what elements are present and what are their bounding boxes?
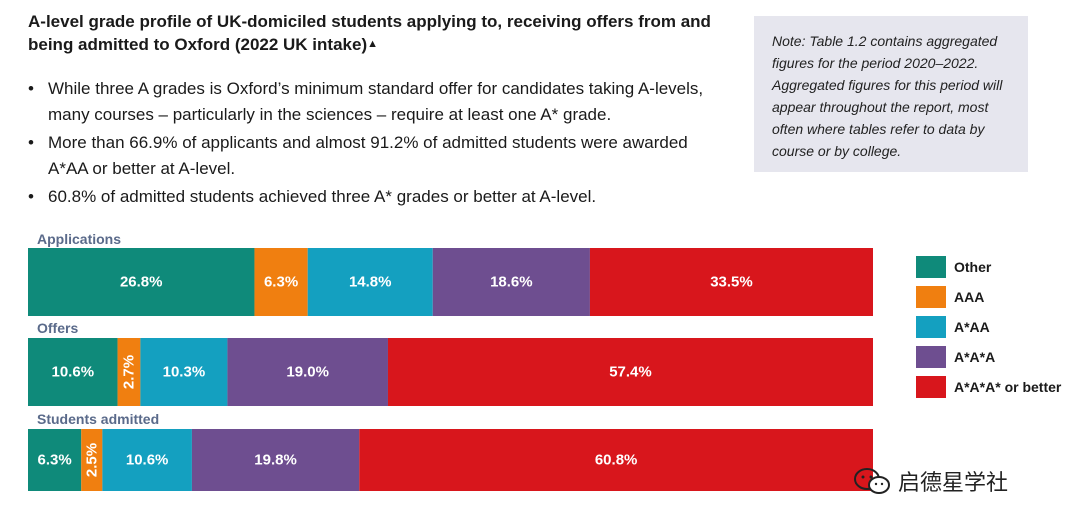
- triangle-marker-icon: ▲: [367, 38, 378, 50]
- data-label: 10.6%: [52, 364, 95, 381]
- bar-segment: [191, 429, 360, 491]
- chart-title-text: A-level grade profile of UK-domiciled st…: [28, 12, 711, 54]
- summary-bullets: While three A grades is Oxford’s minimum…: [28, 76, 728, 212]
- bar-segment: [117, 338, 141, 406]
- wechat-icon: [854, 468, 890, 494]
- data-label: 19.8%: [254, 452, 297, 469]
- legend-swatch: [916, 376, 946, 398]
- legend-label: A*AA: [954, 319, 990, 335]
- legend-label: A*A*A* or better: [954, 379, 1062, 395]
- legend-swatch: [916, 256, 946, 278]
- bar-segment: [81, 429, 103, 491]
- data-label: 57.4%: [609, 364, 652, 381]
- data-label: 2.7%: [120, 355, 137, 389]
- bar-segment: [102, 429, 192, 491]
- data-label: 33.5%: [710, 274, 753, 291]
- category-label: Offers: [37, 320, 78, 336]
- data-label: 6.3%: [264, 274, 298, 291]
- category-label: Applications: [37, 231, 121, 247]
- data-label: 10.6%: [126, 452, 169, 469]
- bar-segment: [254, 248, 308, 316]
- bullet-item: While three A grades is Oxford’s minimum…: [28, 76, 728, 128]
- data-label: 2.5%: [83, 443, 100, 477]
- data-label: 10.3%: [163, 364, 206, 381]
- data-label: 18.6%: [490, 274, 533, 291]
- note-box: Note: Table 1.2 contains aggregated figu…: [754, 16, 1028, 172]
- bar-segment: [227, 338, 388, 406]
- legend-label: AAA: [954, 289, 984, 305]
- bar-segment: [307, 248, 433, 316]
- legend-swatch: [916, 286, 946, 308]
- data-label: 19.0%: [286, 364, 329, 381]
- legend-swatch: [916, 346, 946, 368]
- category-label: Students admitted: [37, 411, 159, 427]
- data-label: 14.8%: [349, 274, 392, 291]
- chart-title: A-level grade profile of UK-domiciled st…: [28, 10, 728, 56]
- bar-segment: [387, 338, 873, 406]
- bar-segment: [28, 338, 118, 406]
- bar-segment: [589, 248, 873, 316]
- watermark: 启德星学社: [852, 465, 1008, 497]
- legend-label: A*A*A: [954, 349, 995, 365]
- bar-segment: [28, 429, 82, 491]
- bullet-item: More than 66.9% of applicants and almost…: [28, 130, 728, 182]
- bar-segment: [359, 429, 873, 491]
- legend-swatch: [916, 316, 946, 338]
- data-label: 6.3%: [38, 452, 72, 469]
- legend-label: Other: [954, 259, 992, 275]
- data-label: 26.8%: [120, 274, 163, 291]
- bar-segment: [140, 338, 228, 406]
- data-label: 60.8%: [595, 452, 638, 469]
- bullet-item: 60.8% of admitted students achieved thre…: [28, 184, 728, 210]
- watermark-text: 启德星学社: [898, 470, 1009, 495]
- bar-segment: [28, 248, 255, 316]
- bar-segment: [432, 248, 590, 316]
